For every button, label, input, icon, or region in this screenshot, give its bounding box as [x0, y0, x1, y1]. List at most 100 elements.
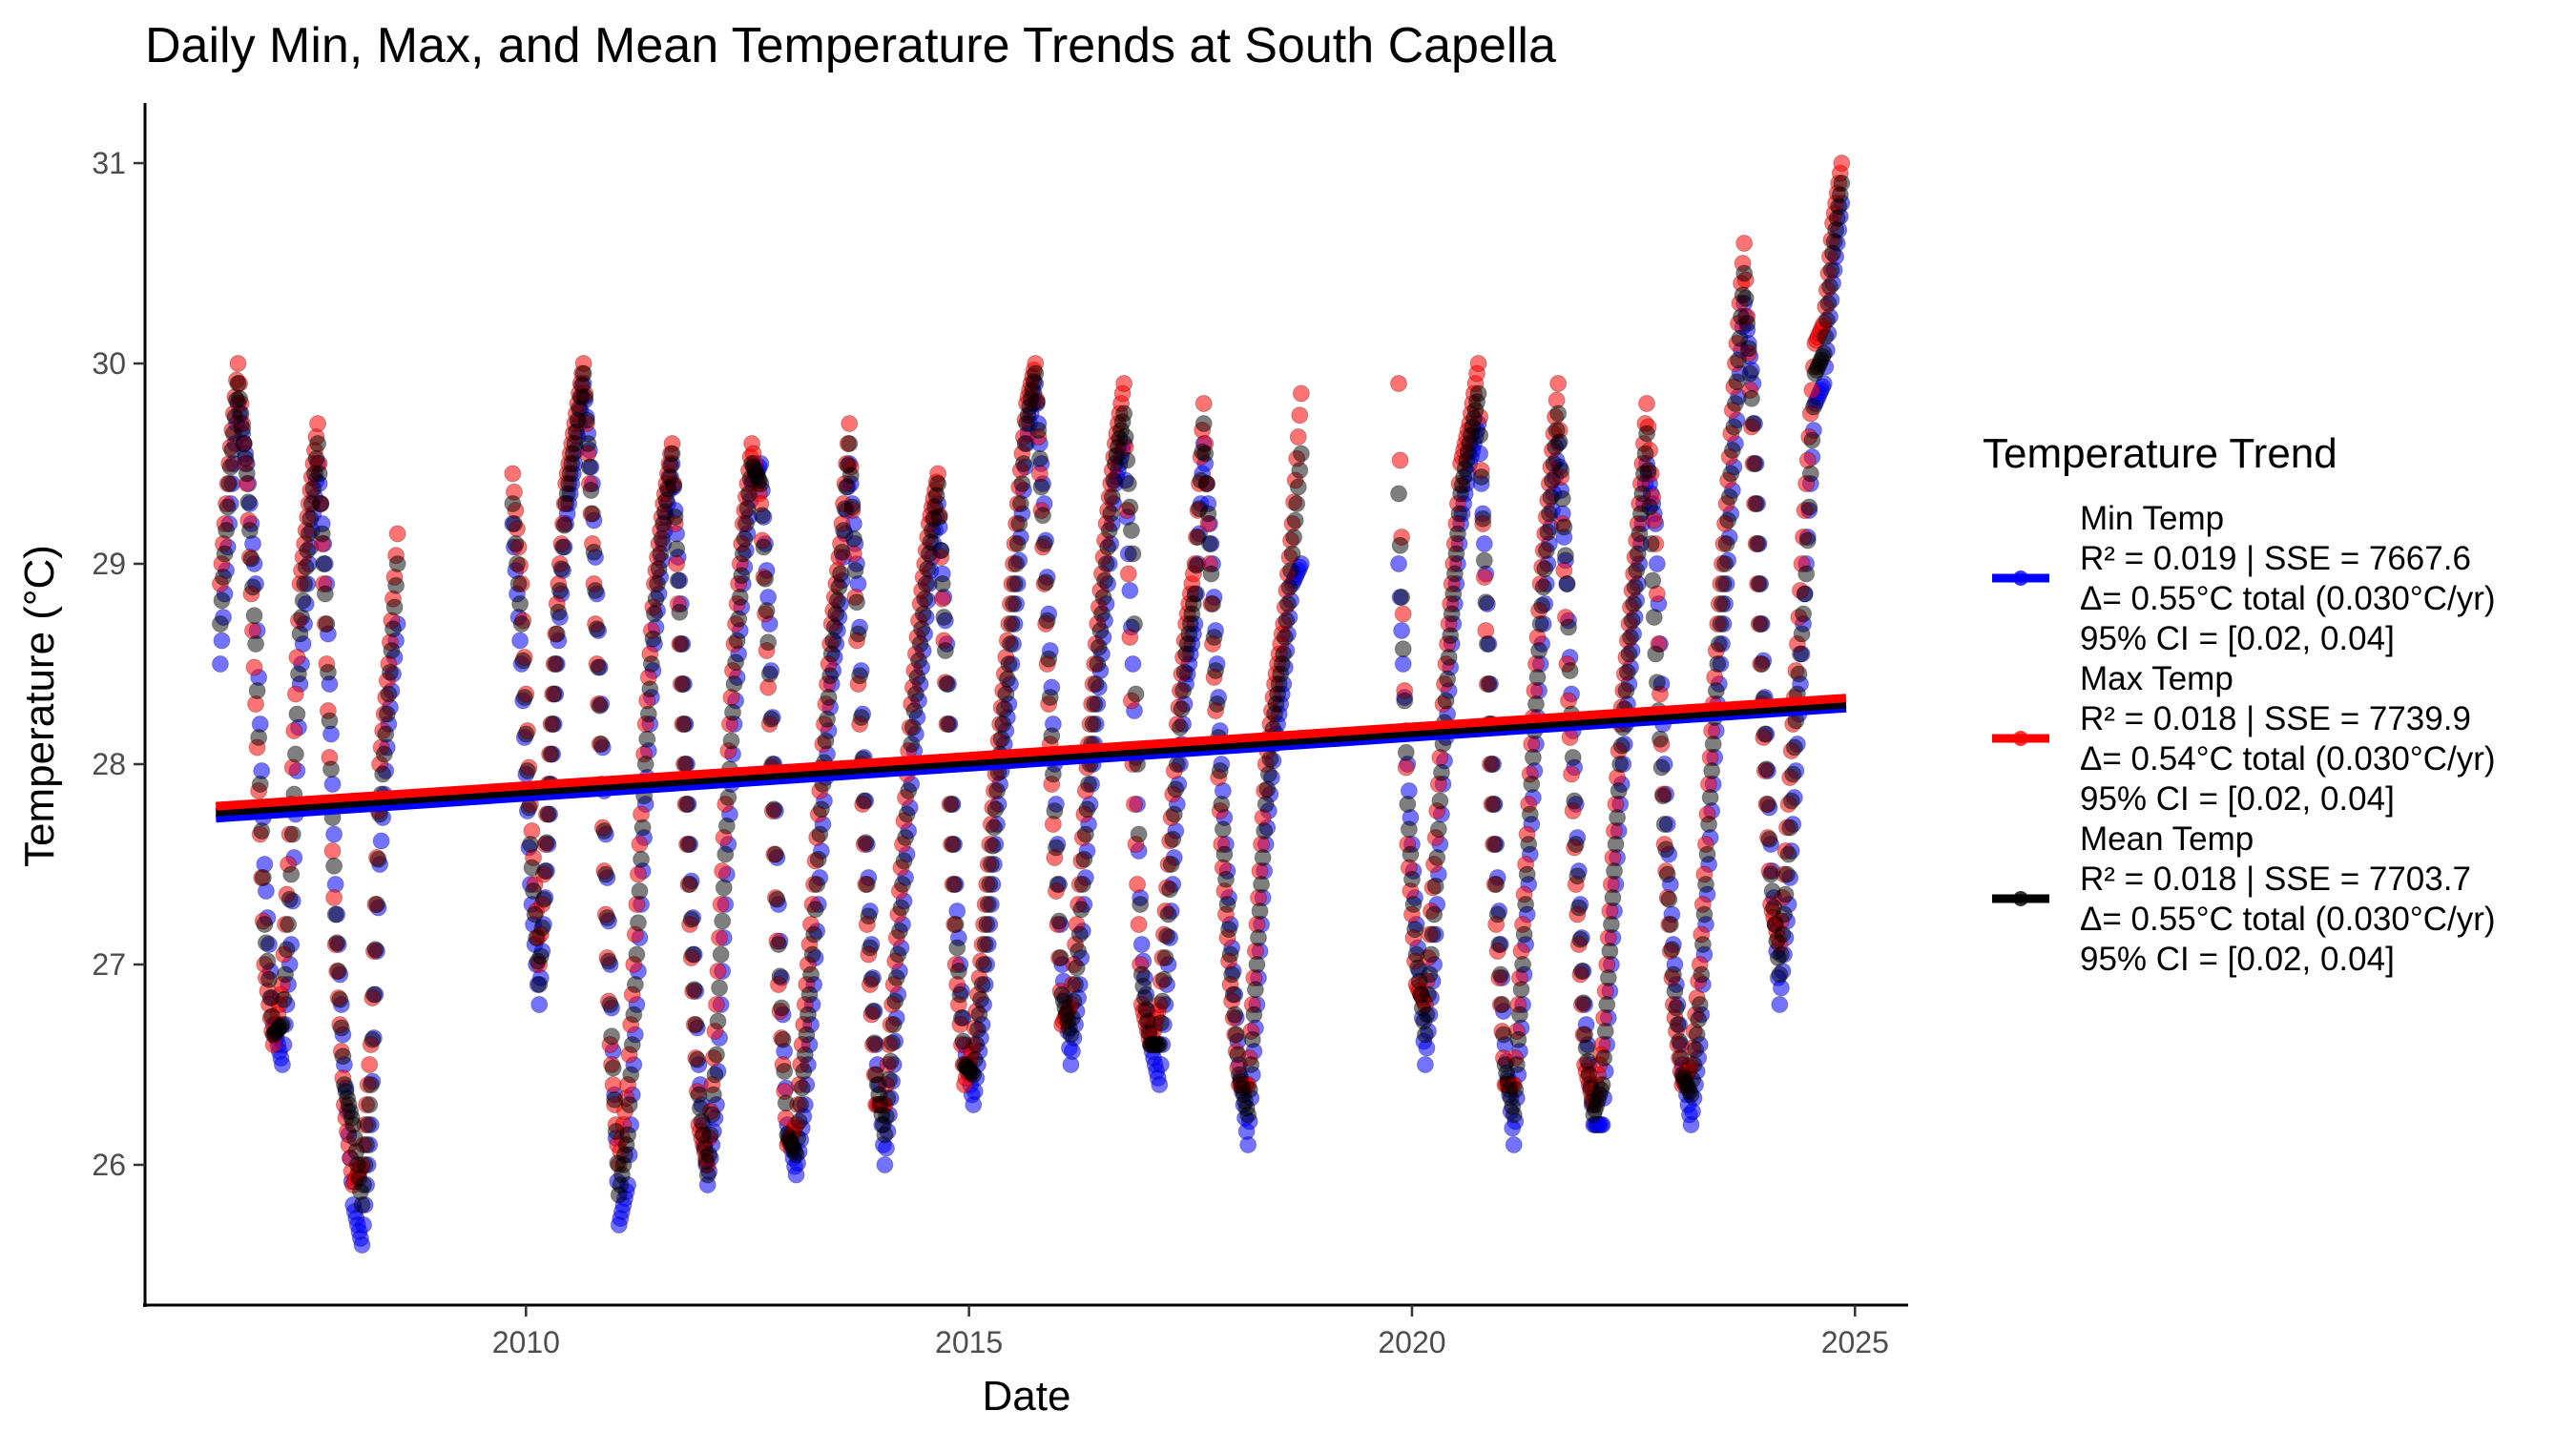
data-point-fill	[1820, 278, 1839, 296]
data-point-fill	[676, 756, 695, 773]
data-point-fill	[892, 899, 910, 917]
data-point-fill	[981, 876, 999, 893]
data-point-fill	[1563, 765, 1581, 783]
data-point-fill	[1556, 547, 1574, 565]
data-point-fill	[1426, 877, 1444, 895]
data-point-fill	[288, 705, 306, 723]
data-point-fill	[1224, 985, 1242, 1004]
data-point-fill	[1132, 896, 1150, 913]
data-point-fill	[883, 1034, 902, 1052]
data-point-fill	[312, 495, 330, 512]
data-point-fill	[1739, 340, 1757, 358]
data-point-fill	[1515, 925, 1533, 944]
data-point-fill	[604, 1076, 622, 1093]
data-point-fill	[240, 522, 259, 539]
data-point-fill	[833, 543, 851, 561]
data-point	[1797, 565, 1816, 583]
data-point-fill	[1822, 261, 1840, 279]
data-point-fill	[1067, 976, 1085, 993]
data-point-fill	[1046, 802, 1064, 819]
data-point-fill	[1693, 936, 1712, 953]
data-point-fill	[1746, 455, 1764, 472]
data-point-fill	[374, 765, 392, 783]
data-point-fill	[886, 992, 904, 1010]
data-point	[380, 685, 398, 703]
data-point-fill	[1084, 716, 1102, 733]
data-point	[1505, 1106, 1523, 1124]
data-point-fill	[526, 905, 544, 923]
data-point-fill	[629, 914, 647, 932]
data-point-fill	[1652, 758, 1671, 777]
data-point-fill	[587, 582, 605, 599]
data-point-fill	[1156, 949, 1174, 966]
data-point-fill	[995, 700, 1013, 718]
data-point-fill	[1254, 849, 1272, 866]
data-point-fill	[1391, 451, 1409, 469]
data-point	[858, 876, 876, 893]
data-point-fill	[1092, 605, 1111, 623]
data-point-fill	[544, 716, 562, 733]
data-point-fill	[733, 567, 751, 585]
data-point	[530, 976, 549, 993]
data-point	[752, 475, 770, 492]
data-point-fill	[970, 1006, 988, 1024]
data-point-fill	[1291, 406, 1309, 425]
data-point-fill	[717, 817, 736, 835]
data-point-fill	[323, 776, 342, 793]
data-point-fill	[1072, 901, 1091, 919]
data-point	[911, 635, 929, 653]
data-point-fill	[709, 1012, 727, 1030]
data-point-fill	[1483, 756, 1501, 773]
y-tick-label: 29	[92, 547, 126, 581]
data-point-fill	[537, 834, 555, 852]
data-point-fill	[316, 585, 334, 603]
data-point-fill	[531, 947, 550, 965]
data-point-fill	[1534, 578, 1552, 596]
data-point-fill	[671, 603, 689, 621]
data-point	[938, 675, 956, 693]
data-point	[1124, 655, 1142, 673]
data-point-fill	[914, 605, 932, 623]
data-point-fill	[806, 901, 824, 919]
data-point	[1549, 404, 1568, 423]
data-point-fill	[582, 482, 600, 499]
legend-entry-line: Δ= 0.54°C total (0.030°C/yr)	[2080, 740, 2496, 778]
data-point-fill	[1801, 465, 1819, 483]
data-point	[1638, 425, 1656, 443]
data-point-fill	[820, 689, 838, 706]
data-point-fill	[1418, 1006, 1436, 1024]
data-point-fill	[703, 1106, 721, 1124]
data-point-fill	[1153, 992, 1172, 1010]
data-point-fill	[1485, 836, 1504, 853]
data-point-fill	[1660, 890, 1678, 908]
data-point	[229, 355, 247, 372]
data-point-fill	[1716, 555, 1735, 572]
data-point-fill	[1196, 445, 1215, 463]
data-point-fill	[534, 890, 552, 908]
data-point-fill	[1693, 965, 1711, 984]
data-point-fill	[1817, 328, 1835, 345]
data-point	[1753, 655, 1771, 673]
data-point-fill	[1437, 692, 1455, 710]
data-point-fill	[1684, 1070, 1702, 1089]
data-point-fill	[631, 882, 649, 900]
data-point-fill	[235, 435, 253, 452]
data-point-fill	[1530, 642, 1548, 659]
data-point-fill	[1423, 945, 1441, 964]
data-point-fill	[1778, 865, 1797, 883]
data-point-fill	[277, 965, 295, 984]
data-point-fill	[857, 834, 875, 852]
data-point-fill	[1755, 725, 1774, 743]
data-point	[530, 996, 549, 1013]
data-point-fill	[507, 535, 525, 552]
data-point	[1159, 905, 1177, 923]
data-point-fill	[1161, 881, 1179, 899]
data-point-fill	[777, 1094, 795, 1112]
data-point-fill	[1695, 905, 1714, 923]
data-point-fill	[994, 716, 1012, 733]
data-point-fill	[890, 923, 908, 940]
data-point-fill	[1795, 605, 1813, 623]
data-point-fill	[1215, 845, 1234, 863]
data-point	[760, 665, 779, 683]
